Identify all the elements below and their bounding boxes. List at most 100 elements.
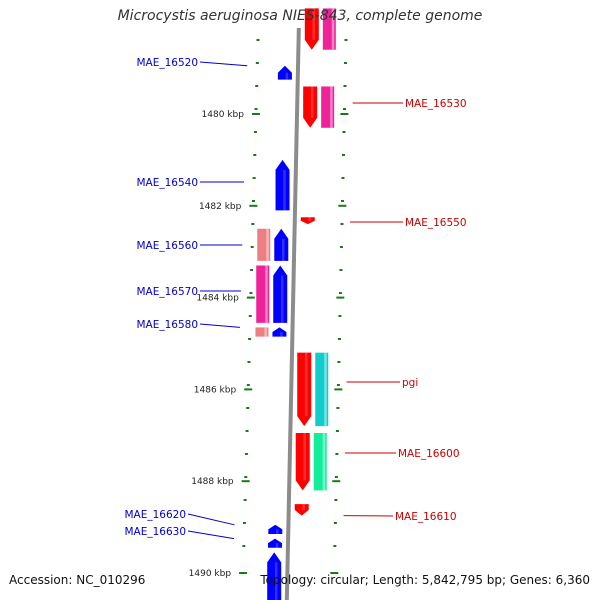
gene-label-MAE_16580: MAE_16580 (136, 319, 198, 331)
gene-arrow-MAE_16530 (303, 86, 318, 128)
annotation-bar-shine (264, 327, 267, 337)
gene-arrow-MAE_16610 (294, 504, 309, 516)
gene-arrow-gene_top_cont (304, 8, 319, 50)
gene-arrow-MAE_16630-shade (275, 543, 279, 548)
scale-tick-mark (330, 572, 339, 574)
gene-arrow-MAE_16520-shade (285, 72, 289, 80)
gene-leader-line-MAE_16520 (199, 61, 248, 67)
scale-dot (254, 108, 258, 110)
scale-tick-mark (251, 113, 260, 115)
scale-dot (344, 39, 348, 41)
annotation-bar-pgi (315, 352, 329, 427)
gene-arrow-gene_1490a (267, 552, 282, 600)
scale-dot (333, 545, 337, 547)
scale-dot (340, 200, 344, 202)
genome-title: Microcystis aeruginosa NIES-843, complet… (117, 8, 483, 24)
scale-dot (256, 39, 260, 41)
scale-dot (334, 476, 338, 478)
annotation-bar-shine (265, 265, 268, 323)
gene-arrow-MAE_16620 (268, 524, 283, 534)
scale-dot (338, 315, 342, 317)
scale-tick-mark (246, 296, 255, 299)
scale-dot (252, 177, 256, 179)
scale-dot (250, 246, 254, 248)
scale-dot (337, 338, 341, 340)
scale-tick-mark (334, 388, 343, 391)
scale-dot (341, 177, 345, 179)
scale-dot (343, 62, 347, 64)
gene-label-MAE_16630: MAE_16630 (124, 526, 186, 538)
genome-summary-label: Topology: circular; Length: 5,842,795 bp… (260, 573, 590, 587)
scale-dot (246, 407, 250, 409)
scale-tick-label: 1486 kbp (194, 385, 237, 395)
gene-arrow-MAE_16580-shade (280, 332, 283, 337)
scale-dot (242, 522, 246, 524)
gene-label-MAE_16600: MAE_16600 (398, 448, 460, 460)
gene-arrow-MAE_16570 (273, 265, 288, 323)
annotation-bar-MAE_16600 (313, 433, 327, 491)
gene-arrow-MAE_16630 (268, 538, 283, 548)
scale-dot (253, 131, 257, 133)
gene-label-MAE_16530: MAE_16530 (405, 98, 467, 110)
scale-dot (242, 545, 246, 547)
annotation-bar-MAE_16580 (255, 327, 269, 337)
scale-dot (335, 453, 339, 455)
gene-label-MAE_16560: MAE_16560 (136, 240, 198, 252)
scale-tick-mark (332, 480, 341, 483)
scale-dot (249, 292, 253, 294)
annotation-bar-shine (322, 433, 326, 491)
scale-dot (248, 338, 252, 340)
gene-arrow-MAE_16580 (272, 327, 287, 337)
scale-dot (339, 269, 343, 271)
gene-arrow-MAE_16600 (295, 433, 310, 491)
scale-dot (333, 522, 337, 524)
annotation-bar-shine (331, 8, 335, 50)
annotation-bar-MAE_16520 (322, 8, 336, 50)
scale-tick-mark (244, 388, 253, 391)
scale-tick-mark (241, 480, 250, 483)
gene-arrow-MAE_16560-shade (281, 238, 285, 261)
annotation-bar-MAE_16560 (257, 228, 271, 261)
gene-arrow-MAE_16560 (274, 228, 289, 261)
scale-dot (334, 499, 338, 501)
accession-label: Accession: NC_010296 (9, 573, 146, 587)
scale-dot (336, 407, 340, 409)
gene-label-MAE_16570: MAE_16570 (136, 286, 198, 298)
scale-dot (244, 476, 248, 478)
gene-label-pgi: pgi (402, 377, 418, 389)
annotation-bar-MAE_16530 (321, 86, 335, 128)
gene-arrow-MAE_16600-shade (303, 433, 306, 481)
gene-label-MAE_16520: MAE_16520 (136, 57, 198, 69)
scale-tick-mark (340, 113, 349, 115)
scale-dot (247, 361, 251, 363)
scale-tick-mark (336, 296, 345, 299)
gene-arrow-MAE_16540-shade (283, 169, 286, 211)
scale-dot (255, 62, 259, 64)
scale-tick-mark (239, 572, 248, 574)
scale-dot (337, 361, 341, 363)
scale-dot (343, 85, 347, 87)
gene-arrow-MAE_16550-shade (308, 217, 312, 221)
scale-dot (338, 292, 342, 294)
scale-dot (248, 315, 252, 317)
scale-tick-label: 1482 kbp (199, 202, 242, 212)
scale-dot (341, 154, 345, 156)
gene-arrow-pgi-shade (304, 352, 308, 417)
scale-dot (253, 154, 257, 156)
annotation-bar-shine (324, 352, 327, 427)
annotation-bar-MAE_16570 (256, 265, 270, 323)
scale-dot (255, 85, 259, 87)
scale-tick-mark (249, 204, 258, 207)
scale-tick-label: 1490 kbp (189, 569, 232, 579)
gene-arrow-MAE_16520 (277, 65, 292, 80)
gene-label-MAE_16610: MAE_16610 (395, 511, 457, 523)
gene-arrow-MAE_16540 (275, 159, 290, 211)
gene-leader-line-MAE_16630 (187, 530, 235, 540)
scale-dot (335, 430, 339, 432)
scale-tick-label: 1488 kbp (191, 477, 234, 487)
gene-arrow-MAE_16530-shade (310, 86, 314, 118)
scale-dot (336, 384, 340, 386)
gene-arrow-gene_1490a-shade (274, 562, 278, 600)
